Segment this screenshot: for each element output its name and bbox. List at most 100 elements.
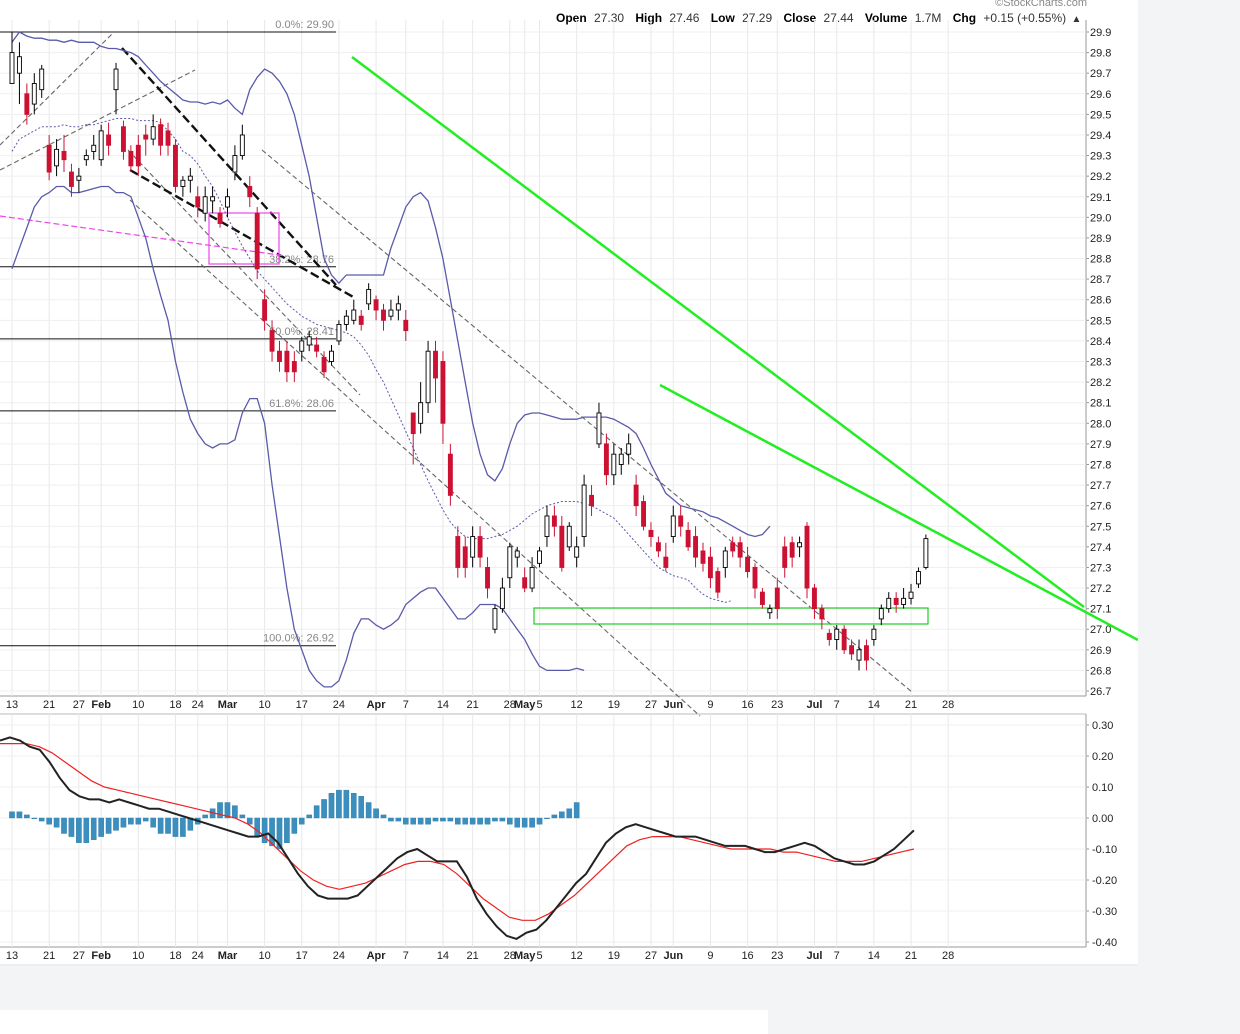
price-y-tick-label: 28.2 (1090, 377, 1111, 389)
low-value: 27.29 (742, 11, 772, 25)
price-y-tick-label: 29.0 (1090, 212, 1111, 224)
candle-body (485, 566, 490, 589)
macd-histogram-bar (276, 817, 283, 850)
candle-body (618, 453, 624, 465)
fib-level-label: 0.0%: 29.90 (275, 19, 334, 31)
price-candle (663, 542, 669, 572)
candle-body (158, 124, 164, 146)
candle-body (700, 550, 706, 564)
price-candle (269, 320, 275, 362)
price-y-tick-label: 26.8 (1090, 665, 1111, 677)
macd-y-tick-label: 0.30 (1092, 720, 1113, 732)
candle-body (589, 494, 594, 507)
price-x-tick-label: Jul (806, 699, 822, 711)
candle-body (544, 515, 550, 537)
open-label: Open (556, 11, 587, 25)
macd-histogram-bar (410, 817, 417, 825)
candle-body (693, 536, 699, 558)
macd-histogram-bar (395, 817, 402, 822)
candle-body (663, 556, 669, 568)
candle-body (864, 645, 869, 661)
macd-histogram-bar (298, 817, 305, 825)
macd-x-tick-label: 21 (467, 950, 479, 962)
green-support-box (533, 607, 929, 625)
candle-body (492, 608, 498, 630)
price-candle (358, 310, 364, 331)
macd-histogram-bar (321, 799, 327, 819)
price-candle (46, 134, 52, 181)
price-candle (678, 505, 684, 537)
price-y-tick-label: 29.1 (1090, 192, 1111, 204)
macd-x-tick-label: 10 (132, 950, 144, 962)
macd-histogram-bar (343, 789, 350, 819)
price-candle (76, 167, 82, 193)
candle-body (655, 542, 661, 552)
candle-body (730, 542, 736, 552)
price-candle (455, 526, 461, 578)
candle-body (16, 56, 22, 74)
candle-body (262, 299, 268, 321)
price-y-tick-label: 27.0 (1090, 624, 1111, 636)
price-candle (299, 336, 305, 362)
candle-body (566, 525, 572, 548)
price-candle (306, 330, 312, 352)
price-y-tick-label: 29.7 (1090, 68, 1111, 80)
fib-level-label: 61.8%: 28.06 (269, 398, 334, 410)
price-candle (811, 583, 817, 619)
macd-histogram-bar (306, 814, 313, 819)
macd-histogram-bar (328, 793, 335, 819)
candle-body (135, 144, 141, 167)
candle-body (626, 443, 632, 455)
macd-histogram-bar (165, 817, 171, 834)
macd-histogram-bar (440, 817, 446, 822)
macd-signal-line (0, 743, 915, 921)
macd-histogram-bar (492, 817, 498, 822)
price-x-tick-label: 7 (834, 699, 840, 711)
open-value: 27.30 (594, 11, 624, 25)
price-candle (893, 592, 899, 613)
price-y-tick-label: 28.3 (1090, 357, 1111, 369)
price-candle (165, 122, 171, 156)
price-candle (120, 120, 126, 160)
candle-body (507, 546, 513, 579)
price-candle (633, 474, 639, 516)
price-candle (425, 340, 431, 413)
price-candle (314, 336, 320, 358)
price-y-tick-label: 27.2 (1090, 583, 1111, 595)
candle-body (737, 542, 743, 558)
macd-x-tick-label: 24 (192, 950, 204, 962)
fib-level-label: 100.0%: 26.92 (263, 633, 334, 645)
candle-body (470, 536, 476, 558)
price-y-tick-label: 28.0 (1090, 418, 1111, 430)
candle-body (39, 68, 45, 91)
candle-body (299, 340, 305, 352)
price-candle (284, 340, 290, 383)
macd-histogram-bar (521, 817, 528, 828)
candle-body (106, 134, 112, 146)
candle-body (678, 515, 684, 527)
price-x-tick-label: 9 (707, 699, 713, 711)
macd-line (0, 736, 915, 940)
price-candle (767, 604, 773, 619)
candle-body (574, 546, 580, 558)
price-candle (247, 176, 253, 208)
candle-body (648, 529, 654, 537)
price-x-tick-label: 5 (536, 699, 542, 711)
candle-body (180, 179, 186, 187)
candle-body (923, 538, 929, 568)
macd-histogram-bar (261, 817, 268, 843)
price-candle (544, 505, 550, 547)
macd-histogram-bar (432, 817, 439, 822)
channel-dashed-line (129, 199, 701, 717)
macd-x-tick-label: 28 (942, 950, 954, 962)
macd-histogram-bar (544, 817, 550, 820)
candle-body (269, 330, 275, 352)
price-candle (670, 505, 676, 543)
price-candle (745, 546, 751, 578)
price-candle (626, 433, 632, 465)
candle-body (715, 571, 721, 593)
wedge-dashed-line (129, 168, 356, 300)
macd-histogram-bar (455, 817, 461, 825)
macd-x-tick-label: Feb (91, 950, 111, 962)
candle-body (916, 571, 921, 585)
